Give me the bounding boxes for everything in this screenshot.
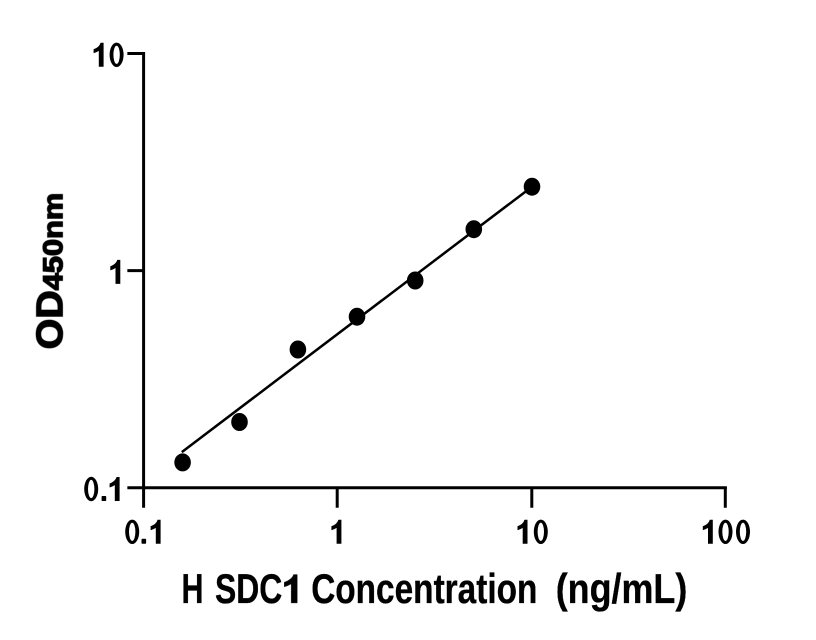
svg-text:Concentration: Concentration <box>311 565 537 612</box>
svg-text:OD450nm: OD450nm <box>29 193 70 350</box>
svg-text:(ng/mL): (ng/mL) <box>556 565 688 612</box>
svg-text:H: H <box>182 565 204 612</box>
svg-text:SDC: SDC <box>215 565 282 612</box>
